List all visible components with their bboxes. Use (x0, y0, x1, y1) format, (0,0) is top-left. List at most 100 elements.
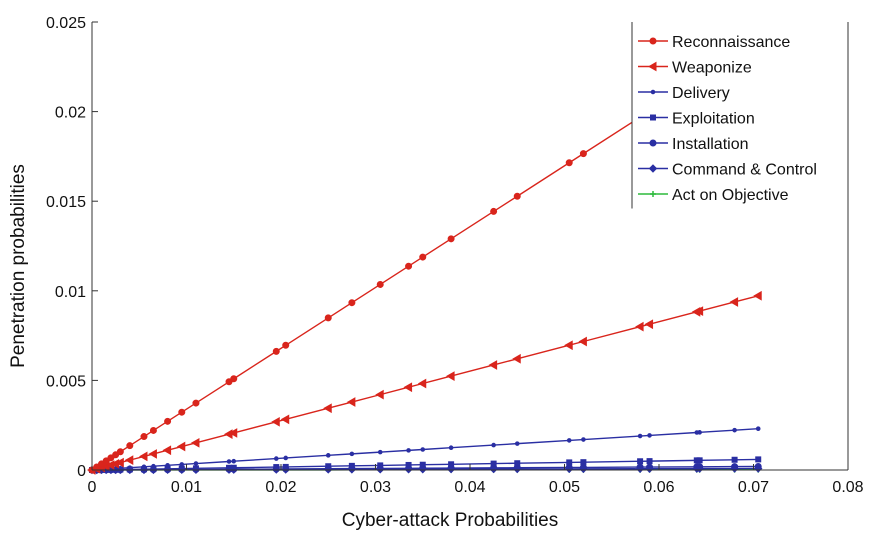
legend-label: Command & Control (672, 162, 817, 179)
data-point (376, 280, 384, 288)
legend-label: Weaponize (672, 60, 752, 77)
data-point (647, 433, 652, 438)
data-point (140, 433, 148, 441)
data-point (696, 457, 703, 464)
legend-box (632, 22, 843, 209)
data-point (273, 464, 280, 471)
x-tick-label: 0.07 (738, 479, 769, 496)
data-point (193, 461, 199, 466)
x-tick-label: 0.08 (832, 479, 863, 496)
data-point (377, 449, 383, 455)
legend-entry: Delivery (638, 85, 730, 102)
legend-label: Exploitation (672, 111, 755, 128)
series-reconnaissance (88, 37, 762, 474)
legend-entry: Weaponize (638, 60, 752, 77)
data-point (420, 447, 426, 452)
data-point (405, 262, 413, 270)
legend-marker (649, 37, 657, 45)
data-point (375, 389, 384, 400)
data-point (272, 347, 280, 355)
x-tick-label: 0.03 (360, 479, 391, 496)
data-point (581, 437, 586, 442)
data-point (148, 449, 157, 459)
data-point (447, 235, 455, 243)
legend-label: Delivery (672, 85, 730, 102)
legend-entry: Exploitation (638, 111, 755, 128)
data-point (566, 438, 572, 443)
data-point (282, 341, 290, 349)
legend-marker (649, 139, 657, 147)
data-point (565, 159, 573, 167)
data-point (164, 417, 172, 425)
data-point (644, 319, 654, 330)
data-point (346, 397, 356, 407)
data-point (228, 428, 238, 438)
data-point (729, 297, 739, 307)
data-point (490, 460, 497, 467)
data-point (490, 207, 498, 215)
y-tick-label: 0.025 (46, 15, 86, 32)
legend-entry: Act on Objective (638, 187, 789, 204)
data-point (141, 464, 147, 470)
data-point (637, 458, 644, 465)
data-point (755, 456, 762, 463)
data-point (127, 465, 133, 470)
data-point (282, 463, 289, 470)
data-point (348, 299, 356, 307)
x-tick-label: 0.06 (643, 479, 674, 496)
data-point (732, 427, 737, 433)
data-point (566, 459, 573, 466)
data-point (165, 463, 170, 468)
data-point (325, 453, 331, 458)
data-point (637, 433, 643, 439)
x-tick-label: 0.04 (454, 479, 485, 496)
data-point (514, 460, 521, 467)
data-point (190, 437, 200, 448)
data-point (116, 448, 124, 456)
legend-marker (648, 164, 658, 173)
data-point (151, 463, 156, 469)
x-tick-label: 0 (88, 479, 97, 496)
legend-entry: Command & Control (638, 162, 817, 179)
data-point (192, 399, 200, 407)
data-point (124, 455, 134, 465)
data-point (636, 463, 644, 471)
data-point (230, 375, 238, 383)
legend-marker (650, 89, 656, 95)
data-point (149, 426, 157, 434)
y-tick-label: 0.015 (46, 194, 86, 211)
data-point (406, 448, 411, 453)
data-point (755, 426, 761, 431)
data-point (578, 336, 587, 347)
legend-marker (647, 61, 657, 72)
data-point (696, 463, 704, 471)
y-tick-label: 0 (77, 463, 86, 480)
data-point (349, 451, 355, 457)
x-tick-label: 0.05 (549, 479, 580, 496)
data-point (513, 192, 521, 200)
legend-marker (650, 114, 656, 121)
data-point (491, 442, 496, 448)
data-point (448, 461, 455, 468)
data-point (230, 464, 237, 471)
data-point (162, 445, 172, 456)
data-point (635, 321, 644, 332)
x-tick-label: 0.02 (265, 479, 296, 496)
x-tick-label: 0.01 (171, 479, 202, 496)
data-point (226, 459, 232, 464)
legend-label: Reconnaissance (672, 34, 790, 51)
x-axis-title: Cyber-attack Probabilities (342, 510, 558, 531)
data-point (403, 382, 413, 393)
data-point (731, 456, 738, 463)
data-point (488, 360, 498, 370)
data-point (271, 416, 280, 427)
y-axis-title: Penetration probabilities (8, 164, 29, 368)
data-point (731, 463, 739, 471)
data-point (348, 462, 355, 469)
y-tick-label: 0.02 (55, 105, 86, 122)
data-point (697, 430, 702, 435)
data-point (579, 463, 587, 471)
data-point (694, 306, 704, 316)
data-point (419, 253, 427, 261)
